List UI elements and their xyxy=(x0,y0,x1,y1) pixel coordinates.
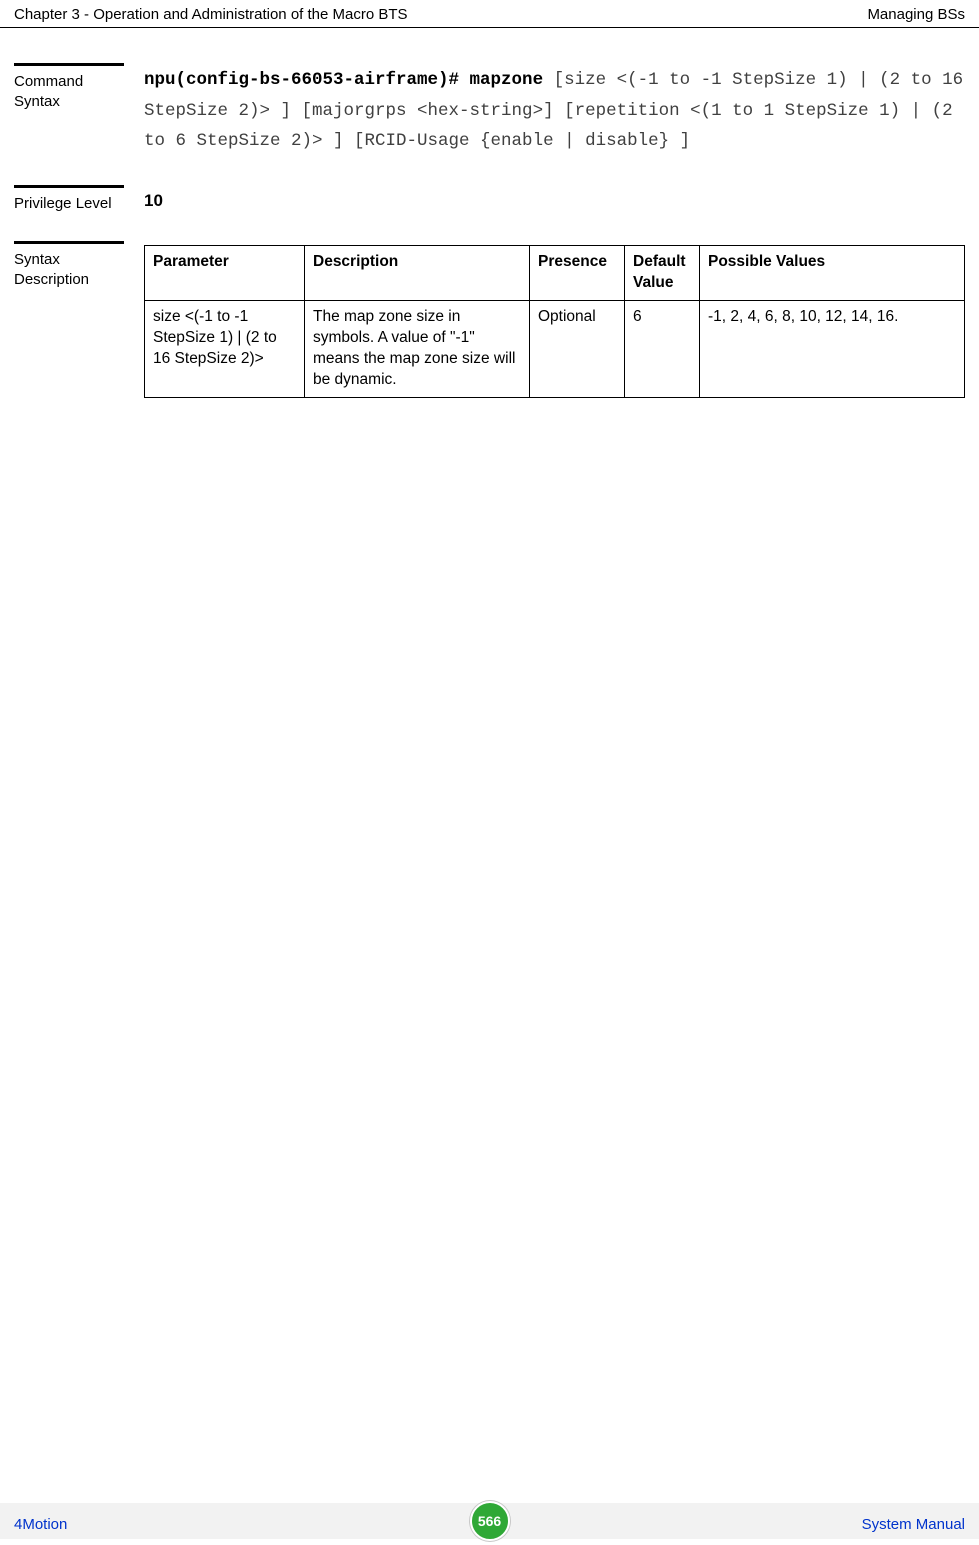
table-row: size <(-1 to -1 StepSize 1) | (2 to 16 S… xyxy=(145,301,965,398)
header-right: Managing BSs xyxy=(867,6,965,23)
command-prefix: npu(config-bs-66053-airframe)# mapzone xyxy=(144,70,543,90)
value-privilege-level: 10 xyxy=(124,185,965,211)
page: Chapter 3 - Operation and Administration… xyxy=(0,0,979,1545)
section-command-syntax: Command Syntax npu(config-bs-66053-airfr… xyxy=(14,63,965,157)
table-header-row: Parameter Description Presence Default V… xyxy=(145,246,965,301)
cell-possible-values: -1, 2, 4, 6, 8, 10, 12, 14, 16. xyxy=(700,301,965,398)
body-command-syntax: npu(config-bs-66053-airframe)# mapzone [… xyxy=(124,63,965,157)
label-syntax-description: Syntax Description xyxy=(14,241,124,289)
section-syntax-description: Syntax Description Parameter Description… xyxy=(14,241,965,398)
col-description: Description xyxy=(305,246,530,301)
label-privilege-level: Privilege Level xyxy=(14,185,124,214)
page-header: Chapter 3 - Operation and Administration… xyxy=(0,0,979,28)
cell-presence: Optional xyxy=(530,301,625,398)
cell-default-value: 6 xyxy=(625,301,700,398)
col-possible-values: Possible Values xyxy=(700,246,965,301)
page-number-badge: 566 xyxy=(470,1501,510,1541)
body-syntax-description: Parameter Description Presence Default V… xyxy=(124,241,965,398)
footer-right: System Manual xyxy=(862,1516,965,1533)
cell-parameter: size <(-1 to -1 StepSize 1) | (2 to 16 S… xyxy=(145,301,305,398)
col-parameter: Parameter xyxy=(145,246,305,301)
cell-description: The map zone size in symbols. A value of… xyxy=(305,301,530,398)
col-presence: Presence xyxy=(530,246,625,301)
footer-left: 4Motion xyxy=(14,1516,67,1533)
section-privilege-level: Privilege Level 10 xyxy=(14,185,965,214)
header-left: Chapter 3 - Operation and Administration… xyxy=(14,6,408,23)
content-area: Command Syntax npu(config-bs-66053-airfr… xyxy=(0,28,979,398)
label-command-syntax: Command Syntax xyxy=(14,63,124,111)
col-default-value: Default Value xyxy=(625,246,700,301)
syntax-table: Parameter Description Presence Default V… xyxy=(144,245,965,398)
